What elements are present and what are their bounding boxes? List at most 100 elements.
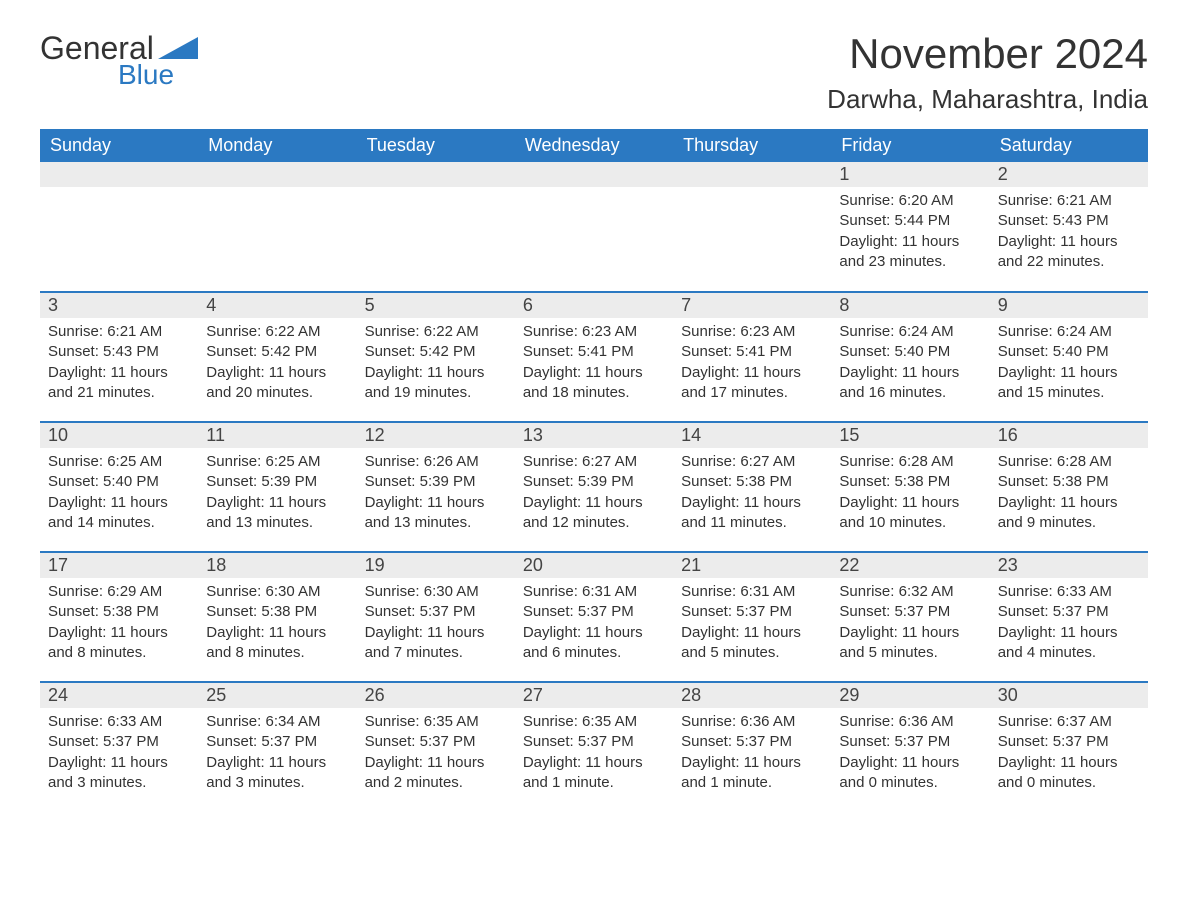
- day-number: 3: [40, 293, 198, 318]
- weekday-header: Monday: [198, 129, 356, 162]
- calendar-cell: 4Sunrise: 6:22 AMSunset: 5:42 PMDaylight…: [198, 292, 356, 422]
- day-details: Sunrise: 6:36 AMSunset: 5:37 PMDaylight:…: [673, 708, 831, 799]
- day-details: Sunrise: 6:33 AMSunset: 5:37 PMDaylight:…: [990, 578, 1148, 669]
- title-block: November 2024 Darwha, Maharashtra, India: [827, 30, 1148, 115]
- page-header: General Blue November 2024 Darwha, Mahar…: [40, 30, 1148, 115]
- day-number: 28: [673, 683, 831, 708]
- calendar-table: SundayMondayTuesdayWednesdayThursdayFrid…: [40, 129, 1148, 812]
- day-number: 10: [40, 423, 198, 448]
- calendar-cell: 3Sunrise: 6:21 AMSunset: 5:43 PMDaylight…: [40, 292, 198, 422]
- calendar-cell: 30Sunrise: 6:37 AMSunset: 5:37 PMDayligh…: [990, 682, 1148, 812]
- day-number: 30: [990, 683, 1148, 708]
- day-details: Sunrise: 6:21 AMSunset: 5:43 PMDaylight:…: [990, 187, 1148, 278]
- day-details: Sunrise: 6:23 AMSunset: 5:41 PMDaylight:…: [515, 318, 673, 409]
- day-number: 16: [990, 423, 1148, 448]
- calendar-cell: .: [673, 162, 831, 292]
- day-details: Sunrise: 6:30 AMSunset: 5:37 PMDaylight:…: [357, 578, 515, 669]
- day-details: Sunrise: 6:28 AMSunset: 5:38 PMDaylight:…: [831, 448, 989, 539]
- day-number: 24: [40, 683, 198, 708]
- weekday-header: Friday: [831, 129, 989, 162]
- calendar-cell: 15Sunrise: 6:28 AMSunset: 5:38 PMDayligh…: [831, 422, 989, 552]
- day-details: Sunrise: 6:31 AMSunset: 5:37 PMDaylight:…: [673, 578, 831, 669]
- day-number: 21: [673, 553, 831, 578]
- calendar-cell: 26Sunrise: 6:35 AMSunset: 5:37 PMDayligh…: [357, 682, 515, 812]
- day-details: Sunrise: 6:22 AMSunset: 5:42 PMDaylight:…: [198, 318, 356, 409]
- calendar-cell: 29Sunrise: 6:36 AMSunset: 5:37 PMDayligh…: [831, 682, 989, 812]
- day-number: 4: [198, 293, 356, 318]
- day-details: Sunrise: 6:36 AMSunset: 5:37 PMDaylight:…: [831, 708, 989, 799]
- calendar-cell: 5Sunrise: 6:22 AMSunset: 5:42 PMDaylight…: [357, 292, 515, 422]
- weekday-header: Thursday: [673, 129, 831, 162]
- day-details: Sunrise: 6:24 AMSunset: 5:40 PMDaylight:…: [831, 318, 989, 409]
- calendar-cell: 24Sunrise: 6:33 AMSunset: 5:37 PMDayligh…: [40, 682, 198, 812]
- day-number: 17: [40, 553, 198, 578]
- day-number: 22: [831, 553, 989, 578]
- day-details: Sunrise: 6:22 AMSunset: 5:42 PMDaylight:…: [357, 318, 515, 409]
- calendar-cell: 7Sunrise: 6:23 AMSunset: 5:41 PMDaylight…: [673, 292, 831, 422]
- day-details: Sunrise: 6:35 AMSunset: 5:37 PMDaylight:…: [357, 708, 515, 799]
- calendar-cell: 12Sunrise: 6:26 AMSunset: 5:39 PMDayligh…: [357, 422, 515, 552]
- day-details: Sunrise: 6:27 AMSunset: 5:38 PMDaylight:…: [673, 448, 831, 539]
- calendar-cell: 21Sunrise: 6:31 AMSunset: 5:37 PMDayligh…: [673, 552, 831, 682]
- day-number: 2: [990, 162, 1148, 187]
- day-details: Sunrise: 6:31 AMSunset: 5:37 PMDaylight:…: [515, 578, 673, 669]
- location-subtitle: Darwha, Maharashtra, India: [827, 84, 1148, 115]
- day-details: Sunrise: 6:25 AMSunset: 5:40 PMDaylight:…: [40, 448, 198, 539]
- day-details: Sunrise: 6:25 AMSunset: 5:39 PMDaylight:…: [198, 448, 356, 539]
- calendar-cell: 17Sunrise: 6:29 AMSunset: 5:38 PMDayligh…: [40, 552, 198, 682]
- calendar-cell: 18Sunrise: 6:30 AMSunset: 5:38 PMDayligh…: [198, 552, 356, 682]
- calendar-cell: .: [40, 162, 198, 292]
- calendar-cell: 10Sunrise: 6:25 AMSunset: 5:40 PMDayligh…: [40, 422, 198, 552]
- month-title: November 2024: [827, 30, 1148, 78]
- calendar-cell: 20Sunrise: 6:31 AMSunset: 5:37 PMDayligh…: [515, 552, 673, 682]
- day-number: 12: [357, 423, 515, 448]
- day-details: Sunrise: 6:32 AMSunset: 5:37 PMDaylight:…: [831, 578, 989, 669]
- calendar-cell: 8Sunrise: 6:24 AMSunset: 5:40 PMDaylight…: [831, 292, 989, 422]
- day-number: 5: [357, 293, 515, 318]
- day-details: Sunrise: 6:29 AMSunset: 5:38 PMDaylight:…: [40, 578, 198, 669]
- logo: General Blue: [40, 30, 198, 91]
- calendar-cell: 22Sunrise: 6:32 AMSunset: 5:37 PMDayligh…: [831, 552, 989, 682]
- day-details: Sunrise: 6:21 AMSunset: 5:43 PMDaylight:…: [40, 318, 198, 409]
- day-number: 11: [198, 423, 356, 448]
- day-number: 14: [673, 423, 831, 448]
- calendar-cell: 11Sunrise: 6:25 AMSunset: 5:39 PMDayligh…: [198, 422, 356, 552]
- day-number: 25: [198, 683, 356, 708]
- day-details: Sunrise: 6:23 AMSunset: 5:41 PMDaylight:…: [673, 318, 831, 409]
- calendar-cell: 25Sunrise: 6:34 AMSunset: 5:37 PMDayligh…: [198, 682, 356, 812]
- calendar-cell: 2Sunrise: 6:21 AMSunset: 5:43 PMDaylight…: [990, 162, 1148, 292]
- weekday-header: Tuesday: [357, 129, 515, 162]
- day-details: Sunrise: 6:30 AMSunset: 5:38 PMDaylight:…: [198, 578, 356, 669]
- day-number: 13: [515, 423, 673, 448]
- calendar-cell: 23Sunrise: 6:33 AMSunset: 5:37 PMDayligh…: [990, 552, 1148, 682]
- calendar-cell: 1Sunrise: 6:20 AMSunset: 5:44 PMDaylight…: [831, 162, 989, 292]
- day-details: Sunrise: 6:33 AMSunset: 5:37 PMDaylight:…: [40, 708, 198, 799]
- calendar-cell: 19Sunrise: 6:30 AMSunset: 5:37 PMDayligh…: [357, 552, 515, 682]
- day-number: 26: [357, 683, 515, 708]
- calendar-cell: .: [198, 162, 356, 292]
- calendar-header-row: SundayMondayTuesdayWednesdayThursdayFrid…: [40, 129, 1148, 162]
- day-number: 8: [831, 293, 989, 318]
- day-details: Sunrise: 6:26 AMSunset: 5:39 PMDaylight:…: [357, 448, 515, 539]
- calendar-cell: 28Sunrise: 6:36 AMSunset: 5:37 PMDayligh…: [673, 682, 831, 812]
- day-details: Sunrise: 6:34 AMSunset: 5:37 PMDaylight:…: [198, 708, 356, 799]
- calendar-cell: 27Sunrise: 6:35 AMSunset: 5:37 PMDayligh…: [515, 682, 673, 812]
- weekday-header: Saturday: [990, 129, 1148, 162]
- day-number: 19: [357, 553, 515, 578]
- day-details: Sunrise: 6:35 AMSunset: 5:37 PMDaylight:…: [515, 708, 673, 799]
- day-details: Sunrise: 6:24 AMSunset: 5:40 PMDaylight:…: [990, 318, 1148, 409]
- logo-word-blue: Blue: [118, 59, 174, 91]
- day-number: 18: [198, 553, 356, 578]
- day-number: 9: [990, 293, 1148, 318]
- day-number: 7: [673, 293, 831, 318]
- calendar-cell: .: [357, 162, 515, 292]
- calendar-cell: 13Sunrise: 6:27 AMSunset: 5:39 PMDayligh…: [515, 422, 673, 552]
- weekday-header: Sunday: [40, 129, 198, 162]
- weekday-header: Wednesday: [515, 129, 673, 162]
- day-details: Sunrise: 6:20 AMSunset: 5:44 PMDaylight:…: [831, 187, 989, 278]
- day-details: Sunrise: 6:27 AMSunset: 5:39 PMDaylight:…: [515, 448, 673, 539]
- day-number: 6: [515, 293, 673, 318]
- calendar-cell: 16Sunrise: 6:28 AMSunset: 5:38 PMDayligh…: [990, 422, 1148, 552]
- calendar-cell: 14Sunrise: 6:27 AMSunset: 5:38 PMDayligh…: [673, 422, 831, 552]
- calendar-cell: 6Sunrise: 6:23 AMSunset: 5:41 PMDaylight…: [515, 292, 673, 422]
